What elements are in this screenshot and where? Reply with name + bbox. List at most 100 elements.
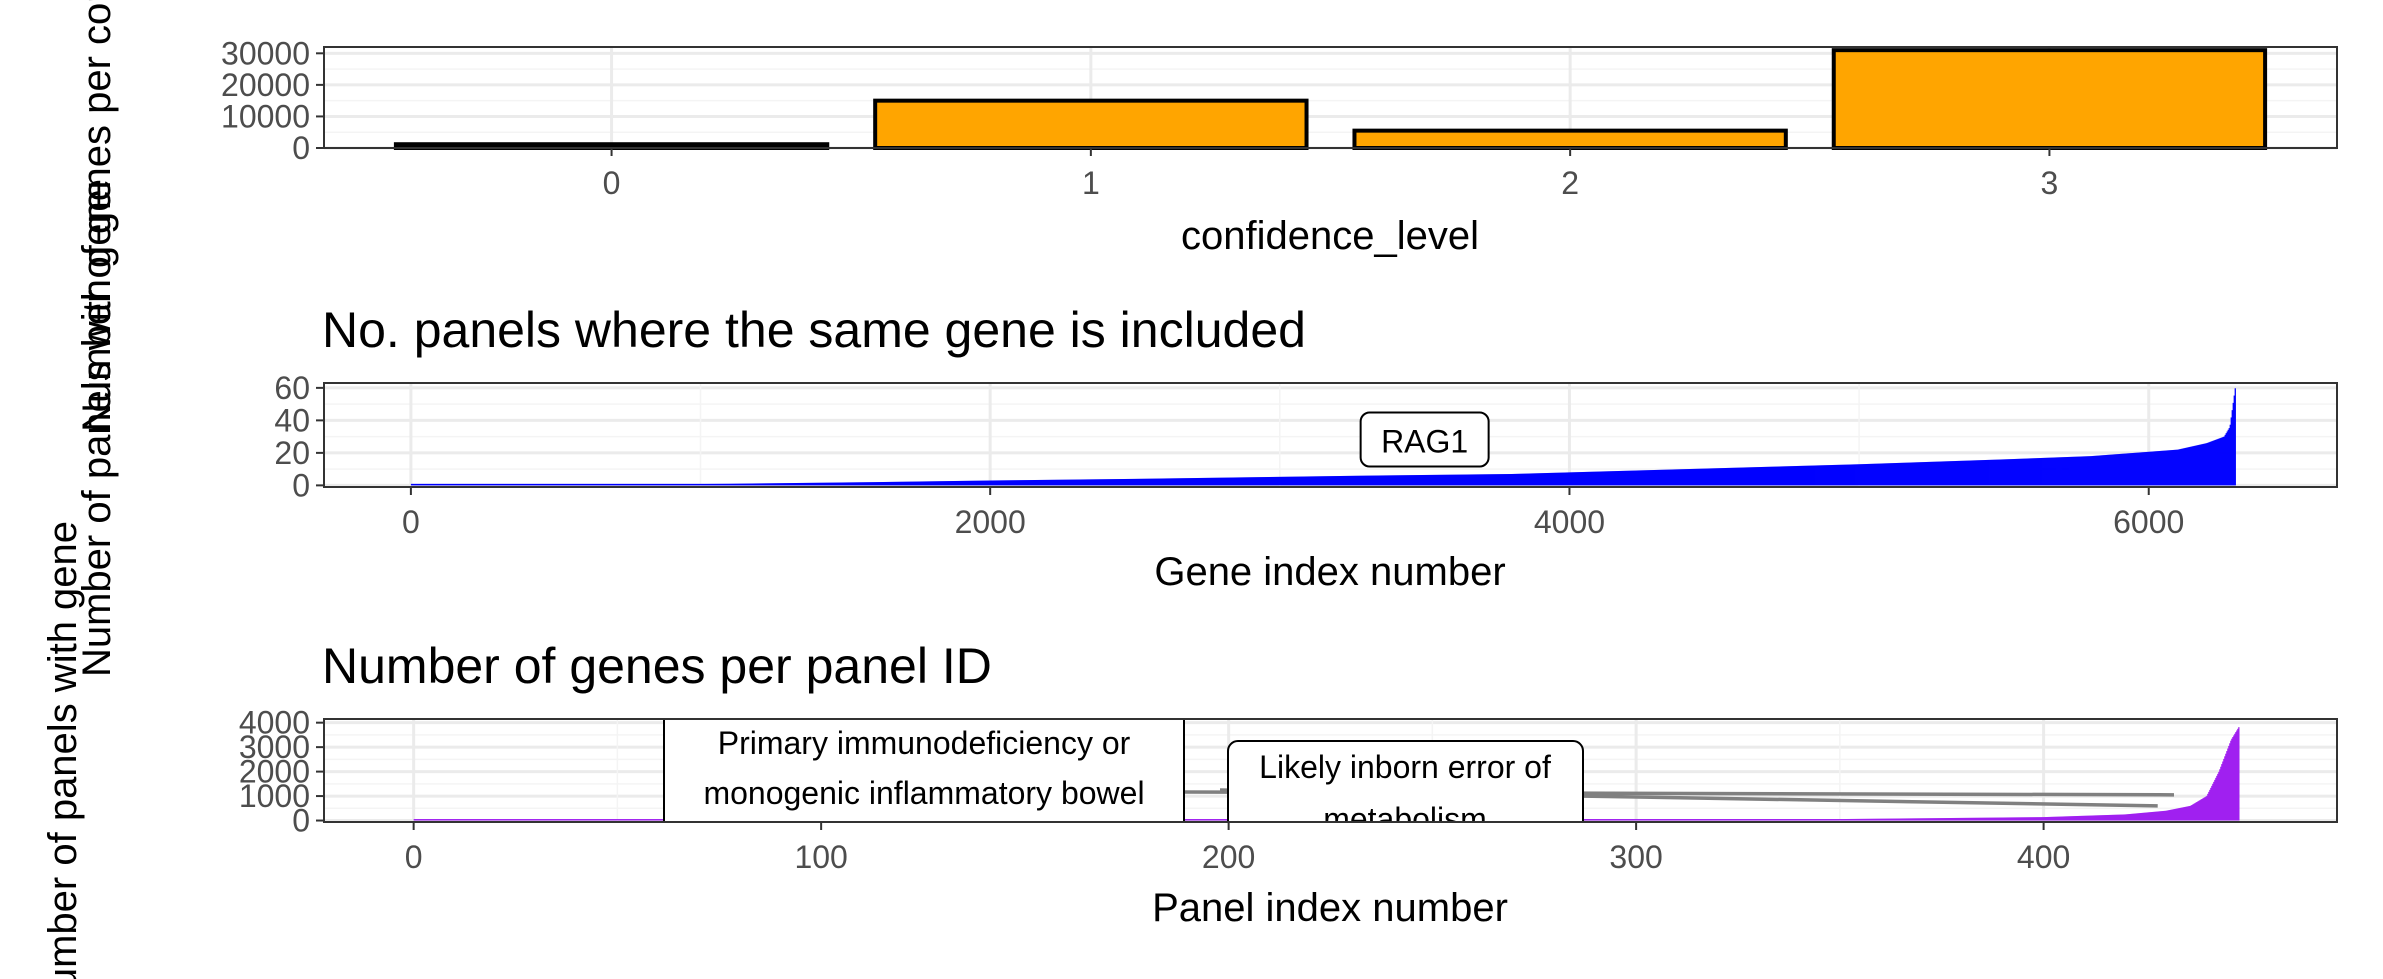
gene-panels-bar (1839, 464, 1841, 486)
gene-panels-bar (2096, 455, 2098, 486)
panel-genes-bar (1625, 819, 1627, 821)
panel-genes-bar (1646, 819, 1648, 821)
panel-genes-bar (2139, 813, 2141, 821)
gene-panels-bar (1673, 469, 1676, 486)
gene-panels-bar (614, 483, 617, 486)
panel-genes-bar (1965, 817, 1967, 821)
gene-panels-bar (1826, 465, 1828, 486)
panel-genes-bar (2232, 737, 2234, 821)
gene-panels-bar (1970, 460, 1972, 486)
gene-panels-bar (1686, 469, 1689, 486)
gene-panels-bar (1884, 463, 1886, 486)
gene-panels-bar (2035, 458, 2037, 486)
panel-genes-bar (1957, 817, 1959, 821)
gene-panels-bar (527, 483, 530, 486)
gene-panels-bar (2015, 458, 2017, 486)
gene-panels-bar (990, 480, 993, 486)
panel-genes-bar (458, 819, 460, 821)
gene-panels-bar (681, 483, 684, 486)
gene-panels-bar (1866, 463, 1868, 486)
gene-panels-bar (783, 483, 786, 486)
gene-panels-bar (434, 483, 437, 486)
gene-panels-bar (785, 483, 788, 486)
gene-panels-bar (2034, 458, 2036, 486)
gene-panels-bar (469, 483, 472, 486)
panel-genes-bar (508, 819, 510, 821)
gene-panels-bar (584, 483, 587, 486)
gene-panels-bar (2207, 442, 2209, 486)
gene-panels-bar (1641, 470, 1644, 486)
panel-genes-bar (600, 819, 602, 821)
gene-panels-bar (1417, 475, 1420, 486)
panel-genes-bar (1653, 819, 1655, 821)
gene-panels-bar (640, 483, 643, 486)
gene-panels-bar (534, 483, 537, 486)
gene-panels-bar (2004, 459, 2006, 486)
gene-panels-bar (636, 483, 639, 486)
gene-panels-bar (889, 481, 892, 486)
gene-panels-bar (673, 483, 676, 486)
panel-genes-bar (1997, 817, 1999, 821)
panel-genes-bar (505, 819, 507, 821)
gene-panels-bar (557, 483, 560, 486)
gene-panels-bar (1851, 464, 1853, 486)
gene-panels-bar (1555, 472, 1558, 486)
gene-panels-bar (2007, 459, 2009, 486)
gene-panels-bar (2182, 448, 2184, 486)
panel-genes-bar (1619, 819, 1621, 821)
panel-genes-bar (420, 819, 422, 821)
gene-panels-bar (1853, 464, 1855, 486)
panel-genes-bar (1750, 819, 1752, 821)
panel-genes-bar (544, 819, 546, 821)
panel-genes-bar (536, 819, 538, 821)
gene-panels-bar (464, 483, 467, 486)
gene-panels-bar (931, 481, 934, 486)
gene-panels-bar (834, 482, 837, 486)
panel-genes-bar (1714, 819, 1716, 821)
inborn-error-label-box (1227, 740, 1584, 822)
gene-panels-bar (1518, 473, 1521, 486)
gene-panels-bar (588, 483, 591, 486)
gene-panels-bar (1033, 480, 1036, 486)
gene-panels-bar (2227, 429, 2229, 486)
gene-panels-bar (613, 483, 616, 486)
panel-genes-bar (1191, 819, 1193, 821)
panel-genes-bar (1702, 819, 1704, 821)
panel-genes-bar (490, 819, 492, 821)
gene-panels-bar (1921, 462, 1923, 486)
gene-panels-bar (2214, 439, 2216, 486)
panel-genes-bar (621, 819, 623, 821)
gene-panels-bar (1832, 464, 1834, 486)
gene-panels-bar (2009, 459, 2011, 486)
gene-panels-bar (1153, 478, 1156, 486)
gene-panels-bar (878, 482, 881, 486)
gene-panels-bar (1167, 478, 1170, 486)
gene-panels-bar (1320, 476, 1323, 486)
gene-panels-bar (517, 483, 520, 486)
gene-panels-bar (623, 483, 626, 486)
panel-genes-bar (1782, 819, 1784, 821)
gene-panels-bar (1014, 480, 1017, 486)
panel-genes-bar (422, 819, 424, 821)
gene-panels-bar (1980, 460, 1982, 486)
gene-panels-bar (1961, 460, 1963, 486)
gene-panels-bar (2080, 456, 2082, 486)
gene-panels-bar (1137, 478, 1140, 486)
gene-panels-bar (1431, 474, 1434, 486)
gene-panels-bar (1626, 470, 1629, 486)
gene-panels-bar (2131, 453, 2133, 486)
gene-panels-bar (2062, 457, 2064, 486)
gene-panels-bar (855, 482, 858, 486)
gene-panels-bar (1536, 473, 1539, 486)
panel-genes-bar (1732, 819, 1734, 821)
gene-panels-bar (1252, 477, 1255, 486)
gene-panels-bar (1139, 478, 1142, 486)
gene-panels-bar (1490, 474, 1493, 486)
gene-panels-bar (716, 483, 719, 486)
gene-panels-bar (1532, 473, 1535, 486)
gene-panels-bar (1031, 480, 1034, 486)
gene-panels-bar (1569, 472, 1572, 486)
panel-genes-bar (1193, 819, 1195, 821)
panel-genes-bar (1781, 819, 1783, 821)
panel-genes-bar (2042, 817, 2044, 821)
